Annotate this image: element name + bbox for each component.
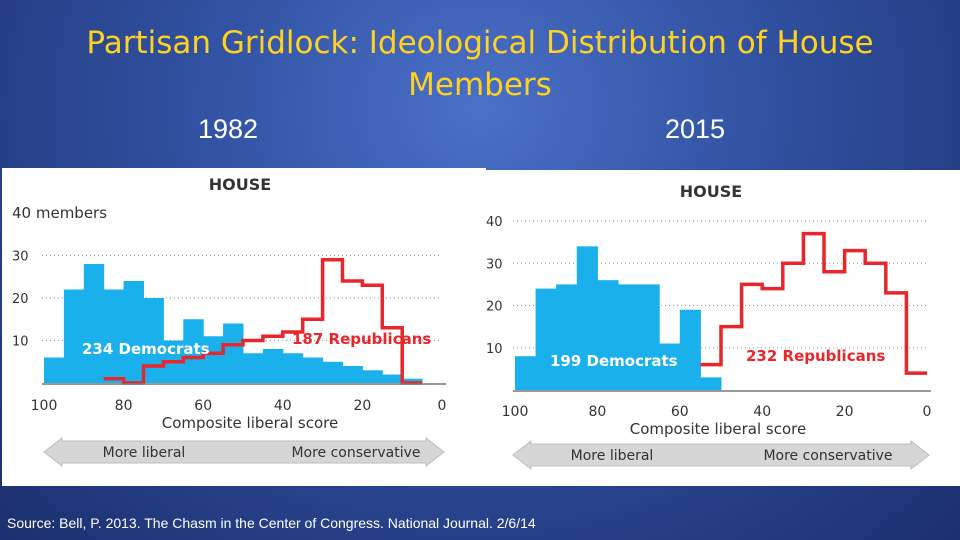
y-tick-label: 10 bbox=[12, 335, 29, 350]
more-liberal-label: More liberal bbox=[103, 445, 186, 461]
democrat-bar bbox=[638, 284, 660, 390]
y-tick-label: 10 bbox=[486, 342, 503, 357]
democrat-bar bbox=[556, 284, 578, 390]
democrat-bar bbox=[679, 309, 701, 390]
republican-step-line bbox=[103, 258, 423, 385]
x-tick-label: 100 bbox=[31, 398, 58, 414]
x-tick-label: 0 bbox=[438, 398, 447, 414]
x-axis-label: Composite liberal score bbox=[162, 414, 339, 432]
democrat-bar bbox=[282, 353, 304, 383]
democrat-bar bbox=[362, 370, 383, 383]
more-liberal-label: More liberal bbox=[571, 448, 654, 464]
chart-panel-1982: HOUSE 30 20 10 40 members 234 Democrats 187 Re… bbox=[2, 168, 486, 486]
y-tick-label: 40 bbox=[486, 215, 503, 230]
democrat-bar bbox=[342, 366, 363, 383]
democrat-bar bbox=[576, 246, 598, 390]
chart-svg-1982: HOUSE 30 20 10 40 members 234 Democrats 187 Re… bbox=[12, 175, 447, 468]
democrat-bar bbox=[243, 353, 264, 383]
direction-arrow bbox=[512, 439, 930, 471]
democrat-bar bbox=[63, 289, 85, 383]
year-label-1982: 1982 bbox=[198, 114, 259, 144]
democrat-bar bbox=[44, 357, 65, 383]
democrat-bar bbox=[382, 374, 403, 383]
y-tick-label: 30 bbox=[486, 257, 503, 272]
democrat-bar bbox=[302, 357, 324, 383]
year-label-2015: 2015 bbox=[665, 114, 726, 144]
democrat-bar bbox=[515, 356, 537, 390]
y-tick-label: 20 bbox=[486, 300, 503, 315]
democrat-bar bbox=[123, 281, 144, 383]
y-axis-label: 40 members bbox=[12, 204, 107, 222]
x-axis-label: Composite liberal score bbox=[630, 420, 807, 438]
democrat-bar bbox=[223, 323, 244, 383]
chart-svg-2015: HOUSE 40 30 20 10 199 Democrats 232 Republican… bbox=[486, 182, 932, 471]
chart-panel-2015: HOUSE 40 30 20 10 199 Democrats 232 Republican… bbox=[486, 170, 960, 486]
democrat-bar bbox=[183, 319, 204, 383]
democrats-label: 234 Democrats bbox=[82, 340, 210, 358]
x-tick-label: 60 bbox=[671, 404, 689, 420]
x-tick-label: 20 bbox=[836, 404, 854, 420]
more-conservative-label: More conservative bbox=[763, 448, 892, 464]
republicans-label: 232 Republicans bbox=[746, 347, 885, 365]
x-tick-label: 100 bbox=[502, 404, 529, 420]
democrat-bar bbox=[322, 361, 343, 383]
x-tick-label: 40 bbox=[753, 404, 771, 420]
source-note: Source: Bell, P. 2013. The Chasm in the … bbox=[7, 515, 536, 531]
republicans-label: 187 Republicans bbox=[292, 330, 431, 348]
democrat-bar bbox=[402, 378, 423, 383]
chart-title: HOUSE bbox=[680, 182, 742, 201]
democrat-bar bbox=[103, 289, 125, 383]
democrat-bar bbox=[203, 336, 224, 383]
democrats-label: 199 Democrats bbox=[550, 352, 678, 370]
x-tick-label: 20 bbox=[353, 398, 371, 414]
democrat-bar bbox=[143, 298, 164, 383]
y-tick-label: 20 bbox=[12, 292, 29, 307]
x-tick-label: 0 bbox=[923, 404, 932, 420]
republican-step-line bbox=[700, 231, 927, 375]
x-tick-label: 80 bbox=[115, 398, 133, 414]
democrat-bar bbox=[83, 264, 105, 383]
direction-arrow bbox=[43, 436, 445, 468]
democrat-bar bbox=[262, 349, 284, 383]
slide-title: Partisan Gridlock: Ideological Distribut… bbox=[86, 25, 874, 103]
democrat-bar bbox=[700, 377, 722, 390]
democrat-bar bbox=[659, 343, 681, 390]
y-tick-label: 30 bbox=[12, 250, 29, 265]
x-tick-label: 60 bbox=[194, 398, 212, 414]
democrat-bar bbox=[597, 280, 619, 390]
x-tick-label: 80 bbox=[588, 404, 606, 420]
democrat-bar bbox=[535, 288, 557, 390]
democrat-bar bbox=[618, 284, 640, 390]
chart-title: HOUSE bbox=[209, 175, 271, 194]
x-tick-label: 40 bbox=[274, 398, 292, 414]
more-conservative-label: More conservative bbox=[291, 445, 420, 461]
